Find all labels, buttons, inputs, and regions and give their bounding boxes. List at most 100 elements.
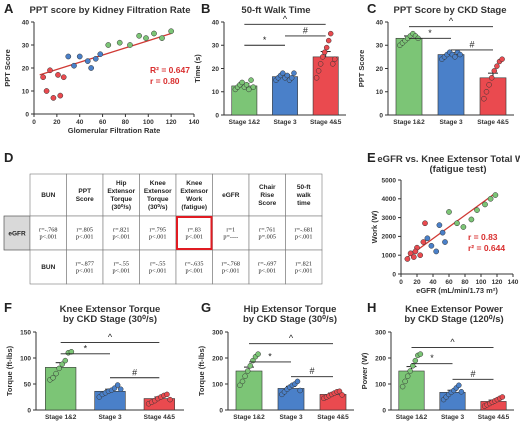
y-tick-label: 2000 <box>382 234 397 241</box>
data-point <box>417 351 424 357</box>
data-point <box>237 382 243 389</box>
y-tick-label: 100 <box>212 381 223 388</box>
y-tick-label: 30 <box>376 43 384 50</box>
data-point <box>331 56 338 62</box>
x-tick-label: Stage 3 <box>273 119 297 126</box>
x-tick-label: 120 <box>166 119 177 126</box>
data-point <box>433 248 440 255</box>
data-point <box>242 373 248 379</box>
data-point <box>319 54 326 60</box>
data-point <box>248 77 254 83</box>
data-point <box>55 72 61 78</box>
y-axis-label: PPT Score <box>357 50 366 88</box>
data-point <box>239 378 246 385</box>
y-tick-label: 30 <box>22 42 30 49</box>
chart-title: PPT score by Kidney Filtration Rate <box>29 5 190 16</box>
x-tick-label: Stage 3 <box>441 414 465 421</box>
chart-title: Hip Extensor Torque <box>244 304 337 315</box>
chart-subtitle: by CKD Stage (30⁰/s) <box>63 314 157 325</box>
table-cell <box>212 215 250 251</box>
stat-annotation: r = 0.80 <box>150 76 180 86</box>
x-tick-label: 0 <box>32 119 36 126</box>
significance-marker: ^ <box>450 337 455 347</box>
data-point <box>399 383 406 390</box>
y-tick-label: 20 <box>22 65 30 72</box>
chart-title: Knee Extensor Power <box>405 304 503 315</box>
table-header: BUN <box>41 192 55 199</box>
chart-subtitle: by CKD Stage (30⁰/s) <box>243 314 337 325</box>
panel-label-f: F <box>4 300 12 315</box>
x-tick-label: 100 <box>143 119 154 126</box>
data-point <box>407 250 414 257</box>
table-value: r=1 p=---- <box>223 227 238 241</box>
data-point <box>291 70 297 76</box>
data-point <box>446 209 452 215</box>
data-point <box>59 361 65 367</box>
bar <box>437 54 465 116</box>
data-point <box>412 248 419 255</box>
y-axis-label: PPT Score <box>3 49 12 87</box>
chart-title: eGFR vs. Knee Extensor Total Work <box>377 154 520 165</box>
data-point <box>481 95 487 102</box>
y-tick-label: 30 <box>212 43 220 50</box>
x-tick-label: Stage 1&2 <box>233 414 265 421</box>
y-tick-label: 50 <box>24 381 32 388</box>
bar <box>94 390 126 411</box>
x-tick-label: Stage 1&2 <box>393 119 425 126</box>
y-tick-label: 0 <box>27 407 31 414</box>
data-point <box>417 252 424 259</box>
x-tick-label: Stage 4&5 <box>310 119 342 126</box>
y-tick-label: 4000 <box>382 196 397 203</box>
data-point <box>468 216 475 223</box>
x-tick-label: 0 <box>399 279 403 286</box>
data-point <box>329 61 336 67</box>
table-cell <box>139 215 177 251</box>
table-cell <box>248 249 286 285</box>
bar <box>312 56 339 116</box>
x-tick-label: Stage 3 <box>439 119 463 126</box>
significance-marker: # <box>309 366 314 376</box>
table-value: r=-.55 p<.001 <box>113 261 130 275</box>
data-point <box>460 224 467 230</box>
table-value: r=.805 p<.001 <box>76 227 93 241</box>
x-tick-label: Stage 3 <box>279 414 303 421</box>
data-point <box>136 32 142 39</box>
x-tick-label: 60 <box>445 279 453 286</box>
data-point <box>294 378 301 385</box>
data-point <box>247 363 254 369</box>
data-point <box>167 396 173 403</box>
table-value: r=.83 p<.001 <box>186 227 203 241</box>
data-point <box>168 28 174 35</box>
data-point <box>246 86 252 93</box>
chart-subtitle: by CKD Stage (120⁰/s) <box>404 314 503 325</box>
table-value: r=.761 p=.005 <box>259 227 276 241</box>
data-point <box>492 192 499 198</box>
data-point <box>424 235 431 242</box>
data-point <box>407 368 413 374</box>
table-value: r=.795 p<.001 <box>149 227 166 241</box>
data-point <box>499 56 505 62</box>
panel-label-b: B <box>201 1 210 16</box>
y-tick-label: 0 <box>219 407 223 414</box>
row-label: eGFR <box>8 230 26 237</box>
data-point <box>315 68 322 74</box>
data-point <box>327 30 334 37</box>
data-point <box>250 84 257 90</box>
panel-label-h: H <box>367 300 376 315</box>
data-point <box>321 49 328 55</box>
significance-marker: # <box>303 25 308 35</box>
y-tick-label: 20 <box>212 66 220 73</box>
data-point <box>114 382 121 388</box>
table-cell <box>29 249 67 285</box>
y-axis-label: Work (W) <box>370 210 379 243</box>
significance-marker: # <box>470 369 475 379</box>
y-tick-label: 300 <box>212 329 223 336</box>
table-header: Hip Extensor Torque (30⁰/s) <box>107 180 135 211</box>
y-tick-label: 200 <box>212 355 223 362</box>
data-point <box>43 88 50 94</box>
table-cell <box>285 215 323 251</box>
significance-marker: * <box>268 351 272 361</box>
significance-marker: * <box>84 343 88 353</box>
data-point <box>40 74 46 81</box>
